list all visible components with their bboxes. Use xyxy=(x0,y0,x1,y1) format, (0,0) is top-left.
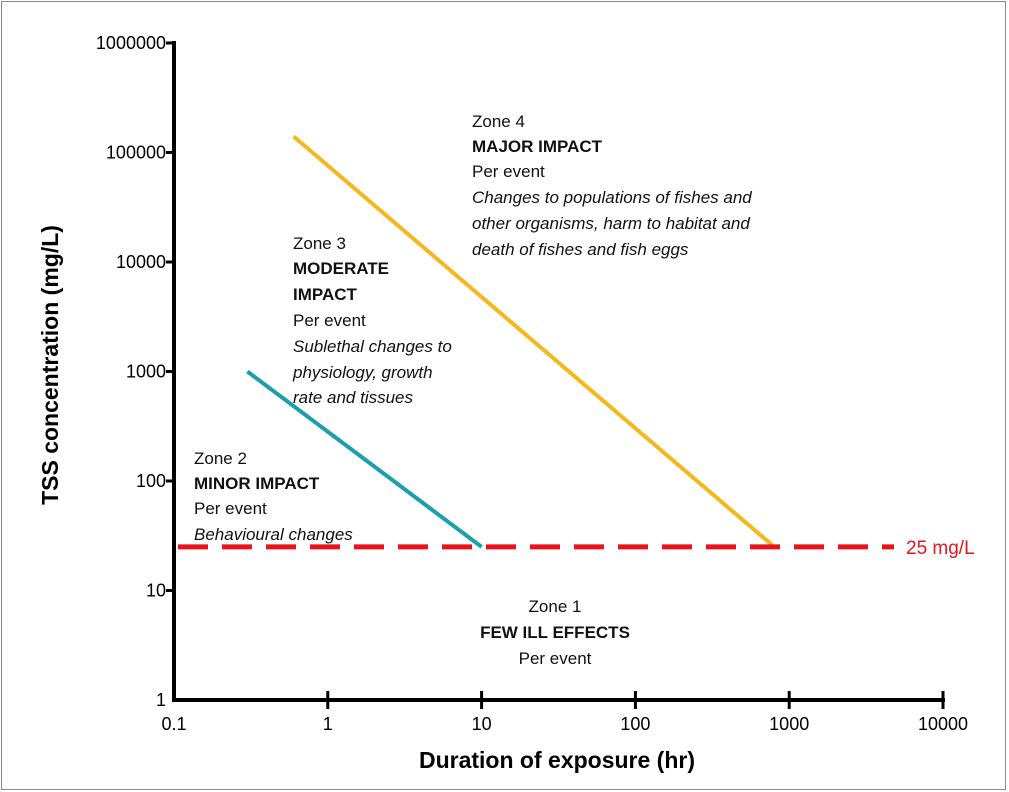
x-tick-label: 100 xyxy=(620,714,650,734)
zone-4-frequency: Per event xyxy=(472,162,545,181)
x-tick-label: 10 xyxy=(472,714,492,734)
threshold-label: 25 mg/L xyxy=(906,538,975,559)
zone-3-impact-line: MODERATE xyxy=(293,259,389,278)
x-ticks: 0.1 1 10 100 1000 10000 xyxy=(161,691,968,734)
zone-3-description-line: physiology, growth xyxy=(292,363,433,382)
threshold-layer: 25 mg/L xyxy=(178,538,975,559)
zone-3-annotation: Zone 3 MODERATE IMPACT Per event Subleth… xyxy=(292,234,452,407)
y-tick-label: 10 xyxy=(146,581,166,601)
zone-4-description-line: death of fishes and fish eggs xyxy=(472,240,689,259)
zone-3-description-line: rate and tissues xyxy=(293,388,414,407)
series-line-2 xyxy=(292,134,776,549)
zone-2-name: Zone 2 xyxy=(194,449,247,468)
zone-3-frequency: Per event xyxy=(293,311,366,330)
x-tick-label: 1 xyxy=(323,714,333,734)
y-ticks: 1 10 100 1000 10000 100000 1000000 xyxy=(96,33,174,710)
x-tick-label: 10000 xyxy=(918,714,968,734)
y-tick-label: 1 xyxy=(156,690,166,710)
zone-2-description-line: Behavioural changes xyxy=(194,525,353,544)
zone-1-annotation: Zone 1 FEW ILL EFFECTS Per event xyxy=(480,597,630,668)
x-axis-title: Duration of exposure (hr) xyxy=(419,747,695,773)
y-tick-label: 1000 xyxy=(126,362,166,382)
y-tick-label: 100000 xyxy=(106,143,166,163)
x-tick-label: 1000 xyxy=(769,714,809,734)
y-tick-label: 100 xyxy=(136,471,166,491)
zone-2-annotation: Zone 2 MINOR IMPACT Per event Behavioura… xyxy=(194,449,353,544)
zone-4-impact: MAJOR IMPACT xyxy=(472,137,603,156)
series-line-1 xyxy=(246,369,483,549)
zone-3-name: Zone 3 xyxy=(293,234,346,253)
zone-4-description-line: Changes to populations of fishes and xyxy=(472,188,752,207)
y-tick-label: 1000000 xyxy=(96,33,166,53)
zone-2-impact: MINOR IMPACT xyxy=(194,474,320,493)
y-tick-label: 10000 xyxy=(116,252,166,272)
zone-4-annotation: Zone 4 MAJOR IMPACT Per event Changes to… xyxy=(472,112,752,259)
zone-1-frequency: Per event xyxy=(519,649,592,668)
zone-3-description-line: Sublethal changes to xyxy=(293,337,452,356)
zone-4-description-line: other organisms, harm to habitat and xyxy=(472,214,750,233)
y-axis-title: TSS concentration (mg/L) xyxy=(37,225,63,505)
zone-4-name: Zone 4 xyxy=(472,112,525,131)
x-tick-label: 0.1 xyxy=(161,714,186,734)
zone-3-impact-line: IMPACT xyxy=(293,285,358,304)
zone-1-impact: FEW ILL EFFECTS xyxy=(480,623,630,642)
zone-2-frequency: Per event xyxy=(194,499,267,518)
series-layer xyxy=(246,134,776,549)
zone-1-name: Zone 1 xyxy=(529,597,582,616)
